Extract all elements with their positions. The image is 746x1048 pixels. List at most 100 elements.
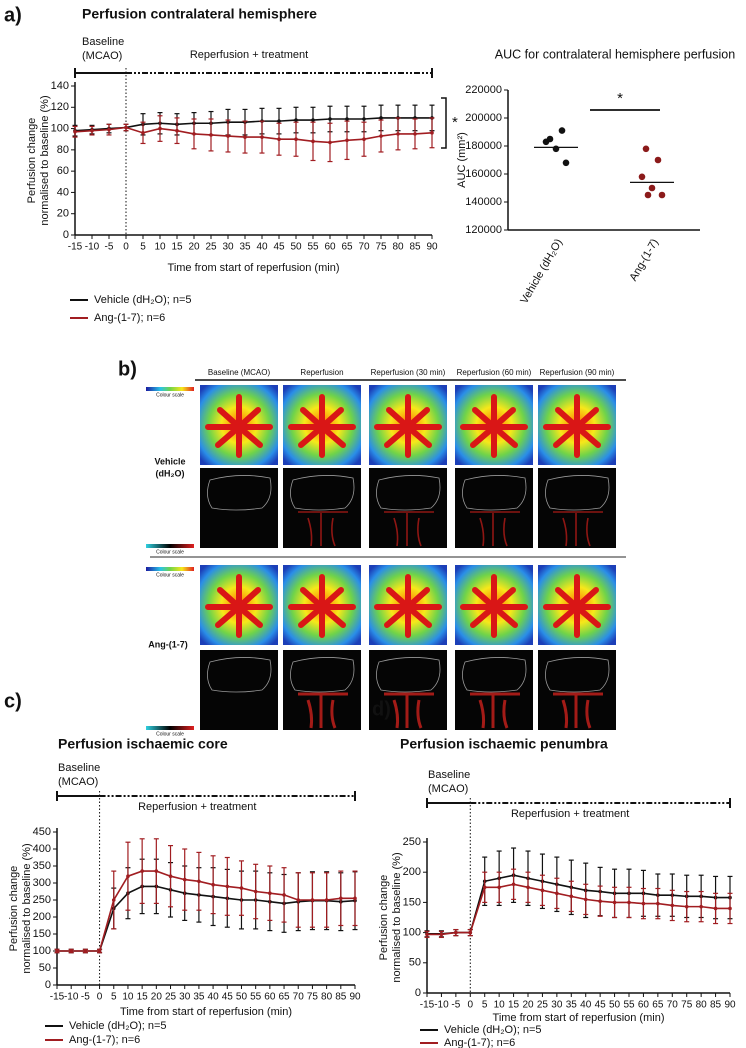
series-line — [74, 126, 433, 144]
data-point — [158, 126, 162, 131]
data-point — [379, 116, 383, 120]
y-tick-label: 150 — [403, 896, 421, 908]
x-tick-label: 75 — [307, 992, 319, 1003]
data-point — [73, 129, 77, 134]
y-tick-label: 350 — [33, 860, 51, 872]
x-tick-label: 10 — [494, 1000, 506, 1011]
panel-label: c) — [4, 690, 22, 712]
data-point — [627, 900, 631, 905]
y-tick-label: 50 — [409, 957, 421, 969]
y-tick-label: 450 — [33, 826, 51, 838]
data-point — [124, 125, 128, 130]
data-point — [439, 932, 444, 937]
y-tick-label: 100 — [403, 927, 421, 939]
x-tick-label: 55 — [307, 242, 319, 253]
y-tick-label: 220000 — [465, 84, 502, 96]
y-tick-label: 40 — [57, 186, 69, 198]
data-point — [141, 131, 145, 135]
legend-label: Vehicle (dH₂O); n=5 — [69, 1020, 167, 1032]
x-tick-label: 5 — [111, 992, 117, 1003]
data-point — [642, 145, 650, 153]
y-axis-label: AUC (mm²) — [456, 132, 468, 188]
x-tick-label: 65 — [652, 1000, 664, 1011]
series-line — [427, 874, 730, 935]
data-point — [641, 901, 646, 906]
y-tick-label: 100 — [33, 945, 51, 957]
x-tick-label: -5 — [105, 242, 114, 253]
vessel-pattern — [288, 394, 356, 458]
x-tick-label: -10 — [64, 992, 79, 1003]
x-tick-label: 5 — [482, 1000, 488, 1011]
series-line — [427, 883, 730, 936]
data-point — [362, 137, 366, 142]
x-tick-label: 15 — [137, 992, 149, 1003]
significance-mark: * — [617, 90, 623, 107]
data-point — [268, 891, 272, 895]
roi-outline — [290, 475, 355, 511]
x-tick-label: 0 — [123, 242, 129, 253]
column-header: Reperfusion (90 min) — [540, 368, 615, 377]
panel-label: a) — [4, 4, 22, 26]
data-point — [225, 884, 230, 889]
data-point — [379, 134, 383, 138]
y-tick-label: 250 — [403, 836, 421, 848]
x-tick-label: 70 — [358, 242, 370, 253]
x-tick-label: 15 — [508, 1000, 520, 1011]
x-tick-label: 10 — [122, 992, 134, 1003]
data-point — [209, 133, 213, 137]
vessel-pattern — [205, 574, 273, 638]
reperfusion-signal — [470, 692, 520, 729]
x-tick-label: -10 — [434, 1000, 449, 1011]
baseline-label: Baseline — [82, 36, 124, 48]
data-point — [260, 135, 264, 139]
x-tick-label: 30 — [551, 1000, 563, 1011]
data-point — [552, 145, 560, 153]
x-tick-label: -15 — [50, 992, 65, 1003]
x-tick-label: 75 — [681, 1000, 693, 1011]
data-point — [140, 869, 144, 873]
roi-outline — [462, 657, 527, 693]
x-tick-label: 25 — [165, 992, 177, 1003]
x-tick-label: Ang-(1-7) — [627, 237, 661, 283]
legend-label: Vehicle (dH₂O); n=5 — [94, 294, 192, 306]
y-tick-label: 180000 — [465, 140, 502, 152]
baseline-label: (MCAO) — [428, 783, 468, 795]
y-tick-label: 80 — [57, 144, 69, 156]
y-axis-label: Perfusion change — [8, 866, 20, 952]
roi-outline — [545, 657, 610, 693]
x-tick-label: 40 — [256, 242, 268, 253]
scale-label: Colour scale — [156, 731, 184, 737]
x-tick-label: 85 — [335, 992, 347, 1003]
data-point — [83, 949, 88, 953]
phase-label: Reperfusion + treatment — [511, 808, 629, 820]
data-point — [542, 138, 550, 146]
colour-scale — [146, 726, 194, 730]
x-axis-label: Time from start of reperfusion (min) — [493, 1012, 665, 1024]
x-tick-label: 60 — [638, 1000, 650, 1011]
chart-title: Perfusion ischaemic core — [58, 736, 228, 752]
panel-label: d) — [372, 698, 391, 720]
x-tick-label: 65 — [341, 242, 353, 253]
data-point — [644, 191, 652, 199]
x-tick-label: 10 — [154, 242, 166, 253]
x-tick-label: 35 — [193, 992, 205, 1003]
data-point — [111, 898, 116, 902]
scale-label: Colour scale — [156, 549, 184, 555]
roi-outline — [462, 475, 527, 511]
x-tick-label: 90 — [426, 242, 438, 253]
y-axis-label: Perfusion change — [26, 118, 38, 204]
y-tick-label: 0 — [63, 229, 69, 241]
x-tick-label: 60 — [264, 992, 276, 1003]
x-tick-label: 80 — [696, 1000, 708, 1011]
data-point — [638, 173, 646, 181]
x-tick-label: -10 — [85, 242, 100, 253]
legend-label: Ang-(1-7); n=6 — [69, 1034, 140, 1046]
data-point — [175, 128, 179, 133]
data-point — [362, 117, 366, 121]
x-tick-label: 50 — [290, 242, 302, 253]
x-tick-label: 45 — [273, 242, 285, 253]
data-point — [310, 898, 315, 902]
row-label: Ang-(1-7) — [148, 639, 188, 649]
legend-label: Ang-(1-7); n=6 — [94, 312, 165, 324]
